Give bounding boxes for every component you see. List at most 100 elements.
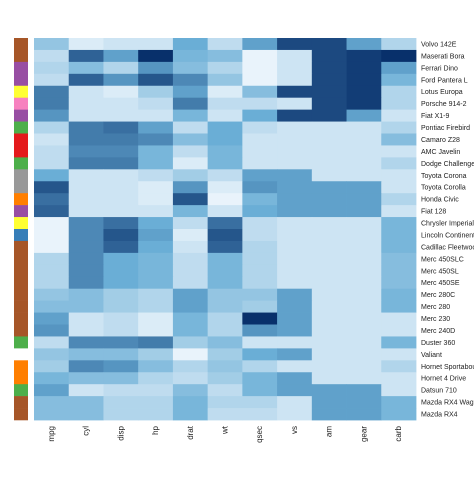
- heatmap-cell: [346, 360, 382, 373]
- heatmap-cell: [311, 109, 347, 122]
- heatmap-cell: [277, 276, 313, 290]
- heatmap-cell: [381, 73, 417, 87]
- heatmap-cell: [172, 276, 209, 290]
- heatmap-cell: [346, 193, 382, 206]
- heatmap-cell: [346, 252, 382, 266]
- heatmap-cell: [381, 61, 417, 75]
- row-group-marker: [14, 109, 28, 122]
- heatmap-cell: [277, 217, 313, 230]
- heatmap-cell: [381, 288, 417, 302]
- heatmap-cell: [207, 408, 243, 421]
- heatmap-cell: [242, 61, 278, 75]
- heatmap-cell: [346, 324, 382, 337]
- heatmap-cell: [138, 348, 174, 361]
- row-label: Mazda RX4 Wag: [421, 400, 474, 407]
- heatmap-cell: [311, 324, 347, 337]
- heatmap-cell: [311, 384, 347, 397]
- row-label: Maserati Bora: [421, 53, 465, 60]
- row-group-marker: [14, 217, 28, 230]
- heatmap-cell: [34, 217, 70, 230]
- row-group-marker: [14, 384, 28, 397]
- heatmap-cell: [103, 288, 139, 302]
- column-label: gear: [359, 426, 368, 442]
- heatmap-cell: [311, 61, 347, 75]
- heatmap-cell: [381, 360, 417, 373]
- heatmap-cell: [346, 240, 382, 254]
- heatmap-cell: [207, 61, 243, 75]
- heatmap-cell: [68, 157, 104, 170]
- heatmap-cell: [242, 217, 278, 230]
- heatmap-cell: [346, 348, 382, 361]
- heatmap-cell: [346, 300, 382, 313]
- heatmap-cell: [138, 264, 174, 278]
- heatmap-cell: [68, 276, 104, 290]
- heatmap-cell: [68, 145, 104, 158]
- row-group-marker: [14, 181, 28, 194]
- heatmap-cell: [277, 181, 313, 194]
- heatmap-cell: [381, 205, 417, 218]
- heatmap-cell: [103, 276, 139, 290]
- heatmap-cell: [242, 252, 278, 266]
- heatmap-cell: [311, 264, 347, 278]
- heatmap-cell: [277, 229, 313, 242]
- heatmap-cell: [381, 348, 417, 361]
- heatmap-cell: [34, 408, 70, 421]
- heatmap-cell: [34, 145, 70, 158]
- heatmap-cell: [68, 133, 104, 146]
- heatmap-cell: [68, 252, 104, 266]
- heatmap-cell: [277, 408, 313, 421]
- row-label: Merc 450SLC: [421, 256, 464, 263]
- heatmap-cell: [242, 408, 278, 421]
- heatmap-cell: [207, 276, 243, 290]
- heatmap-cell: [311, 205, 347, 218]
- heatmap-cell: [34, 324, 70, 337]
- heatmap-cell: [311, 193, 347, 206]
- row-group-marker: [14, 49, 28, 63]
- heatmap-cell: [103, 312, 139, 325]
- heatmap-cell: [242, 348, 278, 361]
- row-group-marker: [14, 252, 28, 266]
- heatmap-cell: [172, 157, 209, 170]
- heatmap-cell: [346, 205, 382, 218]
- heatmap-cell: [34, 121, 70, 134]
- heatmap-cell: [381, 145, 417, 158]
- heatmap-cell: [242, 240, 278, 254]
- heatmap-cell: [34, 97, 70, 111]
- heatmap-cell: [242, 121, 278, 134]
- heatmap-cell: [346, 396, 382, 409]
- heatmap-cell: [207, 240, 243, 254]
- heatmap-cell: [242, 145, 278, 158]
- heatmap-cell: [277, 85, 313, 99]
- row-label: Fiat X1-9: [421, 113, 450, 120]
- row-group-marker: [14, 133, 28, 146]
- heatmap-cell: [277, 73, 313, 87]
- row-label: Lincoln Continental: [421, 232, 474, 239]
- heatmap-cell: [207, 360, 243, 373]
- heatmap-cell: [34, 264, 70, 278]
- heatmap-cell: [103, 360, 139, 373]
- row-label: Ford Pantera L: [421, 77, 468, 84]
- heatmap-cell: [68, 85, 104, 99]
- heatmap-cell: [311, 336, 347, 349]
- heatmap-cell: [242, 38, 278, 51]
- heatmap-cell: [381, 300, 417, 313]
- heatmap-cell: [207, 73, 243, 87]
- row-group-marker: [14, 336, 28, 349]
- column-labels: mpg cyl disp hp drat wt qsec vs am gear carb: [47, 425, 403, 443]
- heatmap-cell: [242, 264, 278, 278]
- column-label: cyl: [82, 426, 91, 436]
- heatmap-cell: [242, 276, 278, 290]
- heatmap-cell: [207, 109, 243, 122]
- heatmap-cell: [277, 300, 313, 313]
- row-label: Merc 450SL: [421, 268, 459, 275]
- heatmap-cell: [207, 300, 243, 313]
- heatmap-cell: [311, 49, 347, 63]
- heatmap-cell: [138, 360, 174, 373]
- heatmap-cell: [103, 73, 139, 87]
- heatmap-cell: [277, 324, 313, 337]
- heatmap-cell: [207, 145, 243, 158]
- heatmap-cell: [138, 169, 174, 182]
- row-label: Duster 360: [421, 340, 455, 347]
- heatmap-cell: [103, 181, 139, 194]
